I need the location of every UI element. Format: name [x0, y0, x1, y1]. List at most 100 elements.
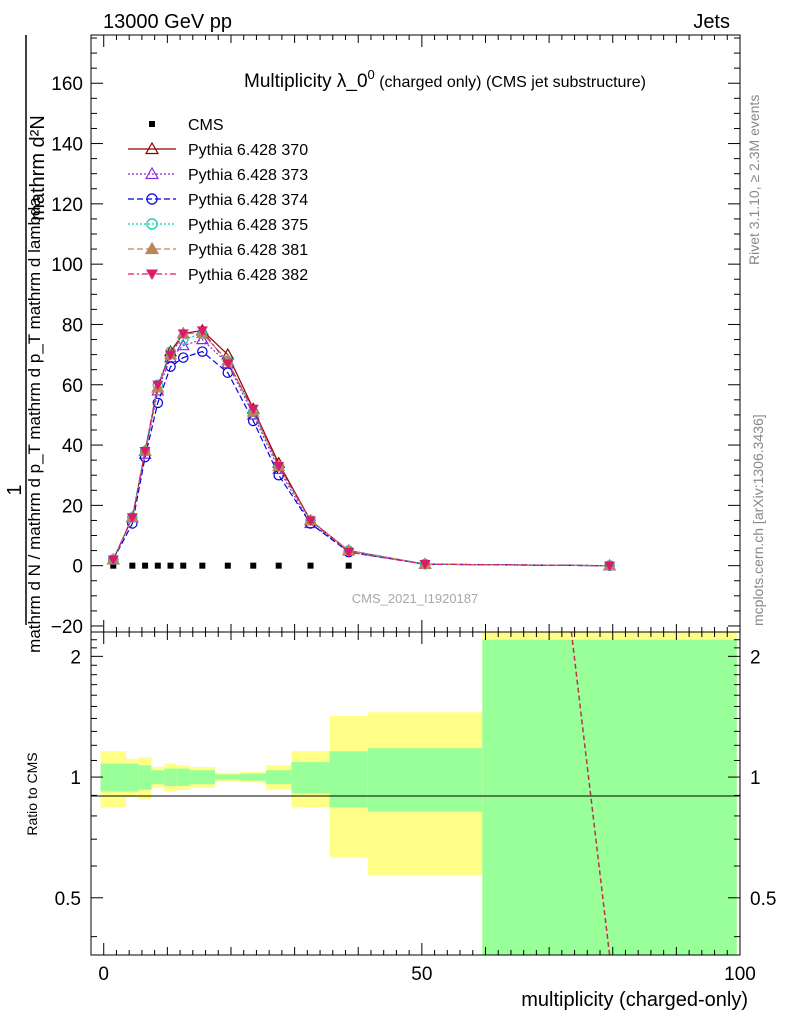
ratio-y-tick-label-right: 1 — [750, 768, 761, 789]
ratio-x-ticks: 0 50 100 — [98, 632, 756, 985]
mcplots-label: mcplots.cern.ch [arXiv:1306.3436] — [750, 414, 766, 626]
ratio-curve — [570, 631, 611, 956]
legend-label: Pythia 6.428 374 — [188, 192, 308, 209]
data-point — [273, 462, 285, 472]
ratio-y-tick-label: 1 — [70, 768, 81, 789]
legend-marker — [146, 269, 158, 280]
legend-marker — [146, 218, 158, 230]
ratio-bands — [100, 632, 737, 955]
data-point — [176, 338, 190, 351]
legend-entry: Pythia 6.428 381 — [128, 241, 308, 259]
inner-band — [329, 751, 368, 808]
data-point — [110, 562, 117, 569]
main-panel: −20 0 20 40 60 80 100 120 140 160 Multiplicity λ_… — [51, 34, 741, 638]
y-tick-label: 20 — [62, 496, 83, 517]
y-tick-label: 40 — [62, 436, 83, 457]
legend-label: CMS — [188, 117, 224, 134]
ratio-y-ticks: 0.5 0.5 1 1 2 2 — [55, 639, 776, 938]
series-line — [112, 329, 610, 567]
data-point — [129, 562, 136, 569]
ratio-y-tick-label: 2 — [70, 647, 81, 668]
series-4 — [107, 328, 615, 571]
legend-label: Pythia 6.428 381 — [188, 242, 308, 259]
main-title: Multiplicity λ_00 (charged only) (CMS je… — [244, 67, 646, 92]
rivet-label: Rivet 3.1.10, ≥ 2.3M events — [746, 95, 762, 265]
legend-label: Pythia 6.428 382 — [188, 267, 308, 284]
legend-entry: Pythia 6.428 374 — [128, 192, 308, 209]
series-2 — [106, 332, 617, 571]
data-point — [180, 562, 187, 569]
series-3 — [107, 346, 615, 571]
data-point — [167, 562, 174, 569]
inner-band — [164, 768, 177, 786]
series-line — [112, 338, 610, 567]
legend-label: Pythia 6.428 375 — [188, 217, 308, 234]
series-line — [112, 332, 610, 567]
data-point — [345, 562, 352, 569]
y-label-bottom: mathrm d N / mathrm d p_T mathrm d p_T m… — [25, 197, 44, 653]
x-tick-label: 50 — [411, 964, 432, 985]
y-tick-label: 80 — [62, 315, 83, 336]
data-point — [275, 562, 282, 569]
series-line — [112, 329, 610, 567]
x-axis-label: multiplicity (charged-only) — [521, 989, 748, 1011]
data-point — [107, 555, 119, 566]
series-layer — [106, 323, 617, 572]
data-point — [222, 359, 234, 370]
inner-band — [367, 748, 483, 812]
y-tick-label: 0 — [72, 557, 83, 578]
data-point — [142, 562, 149, 569]
data-point — [224, 562, 231, 569]
ratio-panel: 0.5 0.5 1 1 2 2 0 50 100 Ratio to CMS multiplic… — [24, 631, 776, 1011]
ratio-y-tick-label-right: 0.5 — [750, 889, 776, 910]
inner-band — [215, 774, 241, 780]
data-point — [152, 397, 164, 409]
data-point — [165, 350, 177, 361]
series-5 — [106, 326, 617, 571]
data-point — [177, 329, 189, 339]
legend-marker — [146, 193, 158, 205]
y-tick-label: 120 — [51, 195, 83, 216]
data-point — [195, 332, 209, 345]
inner-band — [100, 763, 126, 792]
series-6 — [107, 326, 616, 572]
ratio-y-tick-label: 0.5 — [55, 889, 81, 910]
inner-band — [240, 773, 266, 781]
main-x-ticks — [103, 35, 741, 632]
legend-entry: CMS — [149, 117, 224, 134]
inner-band — [138, 765, 152, 790]
legend: CMS Pythia 6.428 370 Pythia 6.428 373 Pythi… — [128, 117, 308, 284]
watermark: CMS_2021_I1920187 — [352, 591, 479, 606]
y-tick-label: 60 — [62, 376, 83, 397]
main-y-label: mathrm d²N 1 mathrm d N / mathrm d p_T m… — [4, 35, 49, 653]
data-point — [196, 326, 208, 336]
inner-band — [265, 770, 292, 785]
main-y-ticks: −20 0 20 40 60 80 100 120 140 160 — [51, 37, 740, 638]
ratio-frame — [90, 631, 741, 956]
legend-marker — [144, 141, 160, 155]
data-point — [604, 561, 616, 572]
legend-entry: Pythia 6.428 382 — [128, 267, 308, 284]
inner-band — [176, 768, 190, 786]
legend-entry: Pythia 6.428 373 — [128, 166, 308, 184]
legend-marker — [144, 241, 160, 255]
data-point — [152, 380, 164, 391]
inner-band — [125, 763, 139, 792]
inner-band — [189, 770, 216, 785]
data-point — [126, 513, 138, 523]
data-point — [197, 346, 208, 357]
data-point — [307, 562, 314, 569]
data-point — [343, 547, 355, 558]
inner-band — [482, 639, 737, 955]
inner-band — [291, 762, 330, 794]
y-tick-label: 100 — [51, 255, 83, 276]
legend-entry: Pythia 6.428 370 — [128, 141, 308, 159]
ratio-y-label: Ratio to CMS — [24, 752, 40, 835]
legend-label: Pythia 6.428 373 — [188, 167, 308, 184]
inner-band — [151, 770, 165, 785]
ratio-y-tick-label-right: 2 — [750, 647, 761, 668]
x-tick-label: 0 — [98, 964, 109, 985]
data-point — [154, 562, 161, 569]
series-line — [112, 350, 610, 567]
